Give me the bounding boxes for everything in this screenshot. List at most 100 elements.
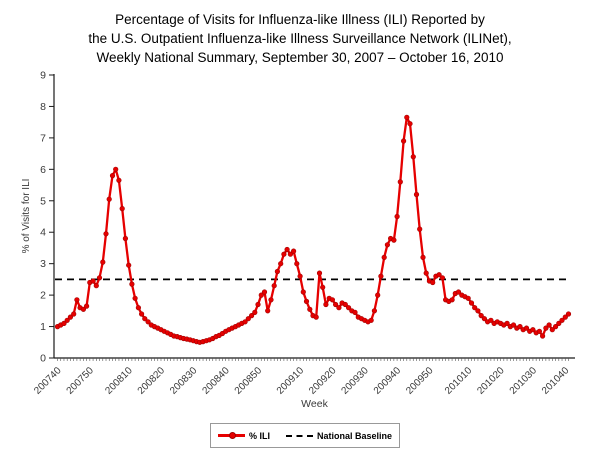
y-axis-tick-label: 7 <box>40 132 46 144</box>
legend-label-ili: % ILI <box>248 430 270 441</box>
legend-label-baseline: National Baseline <box>316 430 393 441</box>
ili-data-point <box>565 311 572 317</box>
ili-data-point <box>504 320 510 327</box>
ili-data-point <box>113 166 119 172</box>
ili-data-point <box>116 177 122 183</box>
ili-data-point <box>67 314 73 320</box>
ili-data-point <box>478 313 484 319</box>
ili-data-point <box>472 305 478 311</box>
ili-data-point <box>245 316 251 322</box>
ili-data-point <box>323 301 329 308</box>
ili-data-point <box>375 292 381 298</box>
x-axis-tick-label: 200810 <box>103 365 135 397</box>
x-axis-tick-label: 200820 <box>136 365 168 397</box>
ili-data-point <box>261 289 268 295</box>
chart-title-line-1: Percentage of Visits for Influenza-like … <box>115 12 485 27</box>
x-axis-tick-label: 200940 <box>372 365 404 397</box>
ili-data-point <box>384 242 391 248</box>
x-axis-tick-label: 201030 <box>508 365 540 397</box>
ili-data-point <box>258 292 264 298</box>
ili-data-point <box>294 261 300 267</box>
ili-data-point <box>468 300 475 306</box>
y-axis-tick-label: 3 <box>40 258 46 270</box>
ili-data-point <box>488 317 494 323</box>
ili-data-point <box>64 317 70 323</box>
ili-data-point <box>481 316 488 322</box>
ili-data-point <box>559 317 565 323</box>
ili-data-point <box>407 121 413 127</box>
ili-data-point <box>329 297 336 303</box>
ili-data-point <box>61 320 67 327</box>
ili-series-markers <box>54 114 572 345</box>
ili-data-point <box>342 301 348 308</box>
ili-data-point <box>119 206 125 212</box>
ili-data-point <box>410 154 416 160</box>
x-axis-tick-label: 200830 <box>168 365 200 397</box>
ili-data-point <box>549 327 555 333</box>
ili-data-point <box>320 284 326 290</box>
ili-data-point <box>287 251 294 257</box>
ili-data-point <box>297 273 303 279</box>
ili-data-point <box>439 275 446 281</box>
legend-item-baseline: National Baseline <box>285 430 393 441</box>
ili-data-point <box>543 325 549 331</box>
ili-data-point <box>430 279 436 286</box>
ili-data-point <box>142 316 148 322</box>
y-axis-tick-label: 0 <box>40 353 46 365</box>
ili-data-point <box>268 297 274 303</box>
ili-data-point <box>536 328 543 334</box>
ili-data-point <box>510 322 517 328</box>
ili-data-point <box>96 275 103 281</box>
ili-data-point <box>313 314 319 320</box>
ili-data-point <box>381 254 387 260</box>
ili-data-point <box>74 297 80 303</box>
ili-series-swatch <box>217 432 245 439</box>
ili-data-point <box>139 311 145 317</box>
ili-data-point <box>274 268 281 275</box>
x-axis-tick-label: 200920 <box>307 365 339 397</box>
ili-data-point <box>401 138 407 144</box>
ili-data-point <box>546 322 552 328</box>
ili-data-point <box>475 308 481 314</box>
x-axis-tick-label: 200750 <box>65 365 97 397</box>
ili-data-point <box>391 237 397 243</box>
ili-data-point <box>122 235 128 242</box>
ili-data-point <box>397 179 403 185</box>
x-axis-title: Week <box>301 398 328 410</box>
x-axis-tick-label: 201010 <box>443 365 475 397</box>
y-axis-tick-label: 9 <box>40 70 46 82</box>
ili-data-point <box>523 325 530 331</box>
ili-data-point <box>71 311 77 317</box>
ili-data-point <box>106 196 112 202</box>
x-axis-tick-label: 200850 <box>233 365 265 397</box>
ili-data-point <box>378 273 384 279</box>
legend-item-ili: % ILI <box>217 430 270 441</box>
y-axis-tick-label: 6 <box>40 164 46 176</box>
ili-data-point <box>93 283 99 289</box>
ili-data-point <box>346 305 352 311</box>
ili-data-point <box>539 333 546 339</box>
ili-data-point <box>449 297 455 303</box>
ili-data-point <box>145 319 151 325</box>
y-axis-tick-label: 8 <box>40 101 46 113</box>
baseline-swatch <box>285 434 313 437</box>
ili-data-point <box>278 261 284 267</box>
ili-data-point <box>465 295 471 301</box>
ili-data-point <box>109 173 116 179</box>
ili-data-point <box>255 301 261 308</box>
y-axis-tick-label: 2 <box>40 290 46 302</box>
ili-data-point <box>300 289 306 295</box>
ili-data-point <box>265 308 271 314</box>
ili-data-point <box>368 317 374 323</box>
ili-data-point <box>530 327 536 333</box>
ili-data-point <box>556 320 562 327</box>
ili-data-point <box>352 309 358 316</box>
x-axis-tick-label: 200840 <box>200 365 232 397</box>
ili-series-line <box>56 116 570 344</box>
x-axis-tick-label: 200930 <box>339 365 371 397</box>
y-axis-tick-label: 5 <box>40 195 46 207</box>
ili-data-point <box>423 270 429 276</box>
ili-data-point <box>281 251 287 257</box>
